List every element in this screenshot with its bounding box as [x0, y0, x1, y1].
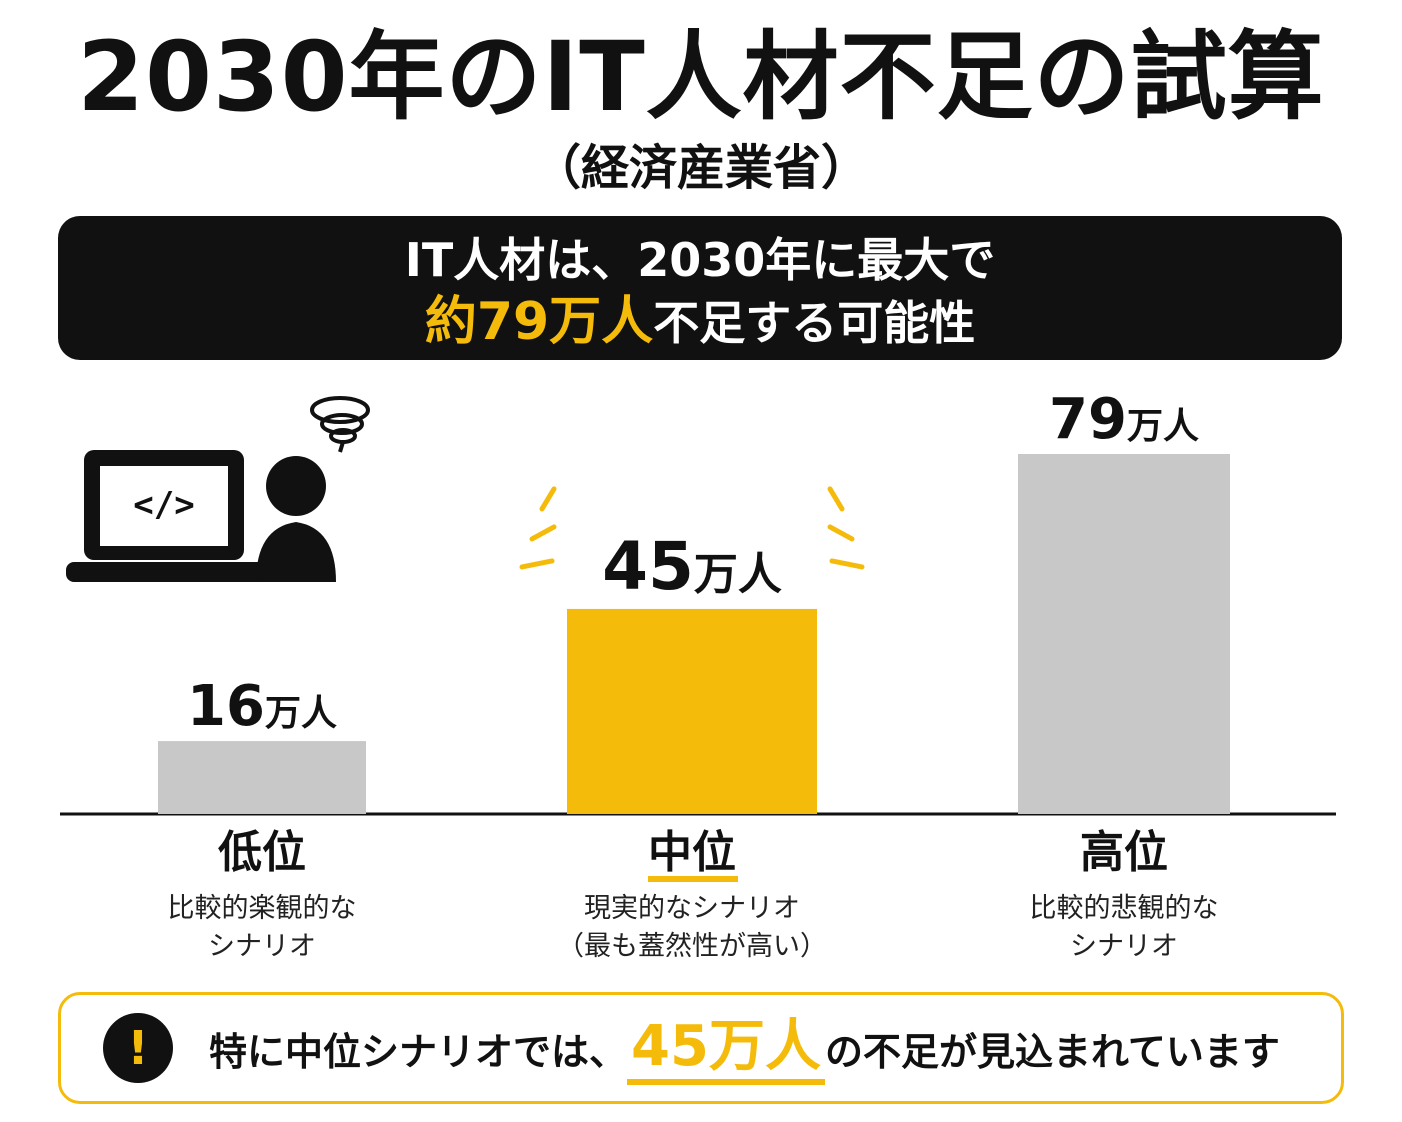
summary-note-text: 特に中位シナリオでは、45万人 の不足が見込まれています [209, 1009, 1280, 1090]
exclamation-icon: ! [103, 1013, 173, 1083]
summary-note: ! 特に中位シナリオでは、45万人 の不足が見込まれています [58, 992, 1344, 1104]
bar-low [158, 741, 366, 814]
sparkle-ray-icon [827, 486, 845, 512]
banner-highlight: 約79万人 [424, 292, 654, 352]
category-label-high: 高位 [1080, 827, 1168, 878]
laptop-person-illustration: </> [66, 396, 370, 582]
category-description-high-line2: シナリオ [1070, 931, 1178, 962]
category-description-mid-line1: 現実的なシナリオ [584, 893, 800, 924]
summary-note-prefix: 特に中位シナリオでは、 [209, 1030, 628, 1074]
category-description-high-line1: 比較的悲観的な [1029, 893, 1219, 924]
category-mid-underline [648, 876, 738, 882]
category-label-mid: 中位 [648, 827, 736, 878]
bar-mid [567, 608, 817, 814]
banner-line-2: 約79万人不足する可能性 [58, 294, 1342, 351]
summary-note-suffix: の不足が見込まれています [824, 1030, 1280, 1074]
category-description-high: 比較的悲観的な シナリオ [954, 890, 1294, 966]
sparkle-ray-icon [827, 524, 855, 542]
banner-line-1: IT人材は、2030年に最大で [404, 233, 996, 287]
shortage-bar-chart: 16万人 45万人 79万人 [60, 387, 1336, 816]
laptop-icon: </> [66, 450, 266, 582]
banner-line-2-rest: 不足する可能性 [653, 296, 976, 350]
sparkle-ray-icon [529, 524, 557, 542]
category-description-mid: 現実的なシナリオ （最も蓋然性が高い） [522, 890, 862, 966]
page-subtitle: （経済産業省） [532, 140, 869, 196]
person-icon [256, 456, 336, 582]
sparkle-ray-icon [519, 558, 555, 570]
sparkle-ray-icon [539, 486, 557, 512]
category-description-low-line2: シナリオ [208, 931, 316, 962]
sparkle-ray-icon [829, 558, 865, 570]
bar-value-label-low: 16万人 [187, 674, 337, 739]
summary-note-highlight: 45万人 [627, 1014, 825, 1085]
category-description-low-line1: 比較的楽観的な [167, 893, 357, 924]
bar-high [1018, 454, 1230, 814]
bar-value-label-high: 79万人 [1049, 387, 1199, 452]
headline-banner: IT人材は、2030年に最大で 約79万人不足する可能性 [58, 216, 1342, 360]
category-label-low: 低位 [218, 827, 306, 878]
code-symbol-icon: </> [133, 485, 194, 525]
stress-swirl-icon [310, 396, 370, 453]
page-title: 2030年のIT人材不足の試算 [77, 21, 1325, 133]
category-description-mid-line2: （最も蓋然性が高い） [557, 931, 827, 962]
category-description-low: 比較的楽観的な シナリオ [92, 890, 432, 966]
bar-value-label-mid: 45万人 [602, 528, 782, 605]
